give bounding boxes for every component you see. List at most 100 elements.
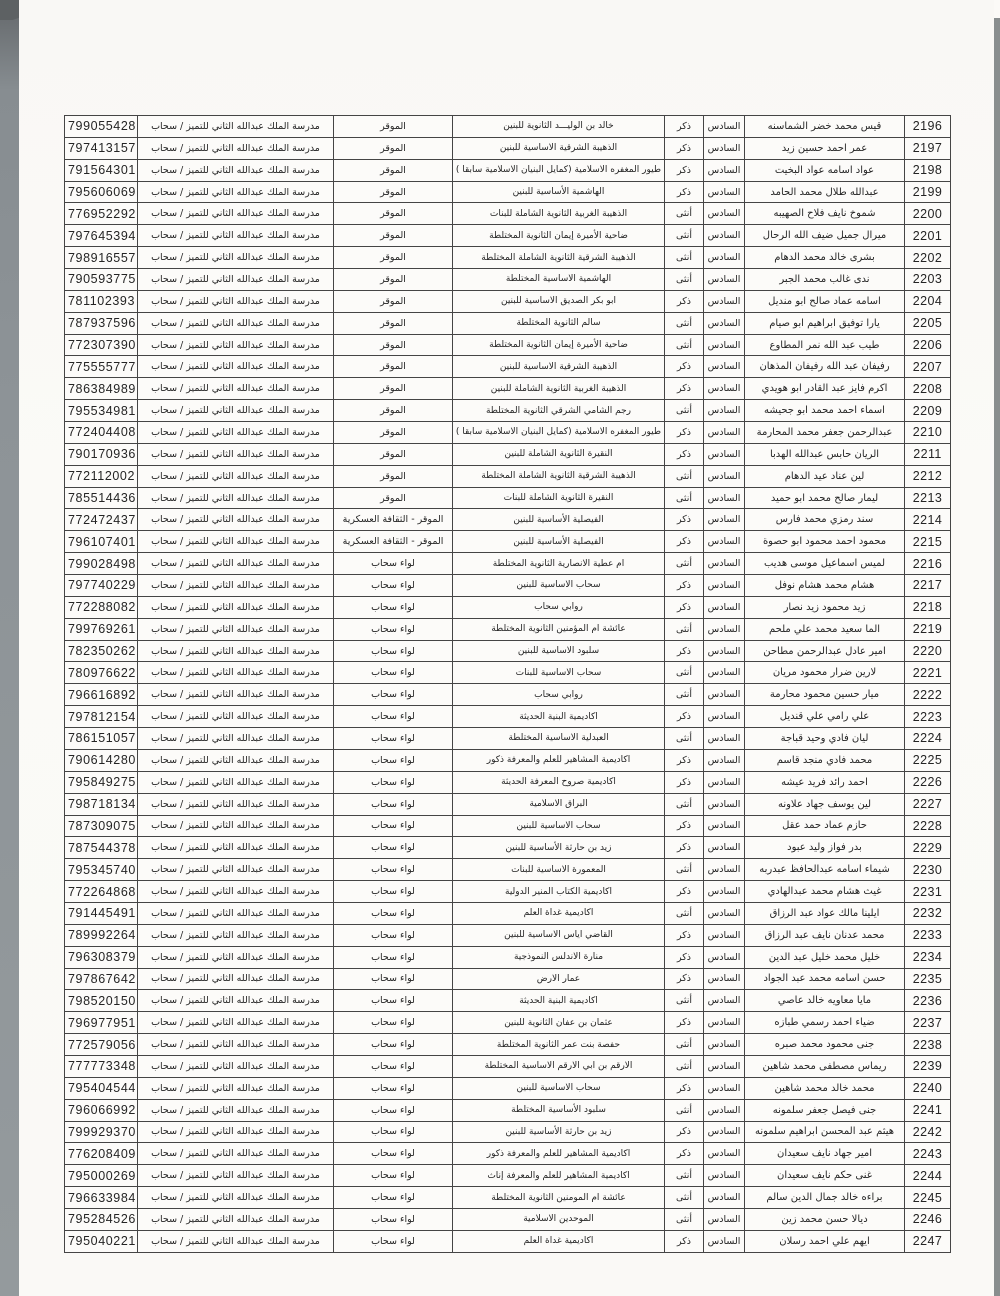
grade-cell: السادس <box>703 246 745 270</box>
grade-cell: السادس <box>703 421 745 444</box>
grade-cell: السادس <box>703 224 745 248</box>
school-cell: اكاديمية المشاهير للعلم والمعرفة ذكور <box>452 748 665 772</box>
center-school-cell: مدرسة الملك عبدالله الثاني للتميز / سحاب <box>137 377 334 401</box>
student-name-cell: ندى غالب محمد الجبر <box>744 268 905 291</box>
directorate-cell: الموقر <box>333 224 453 248</box>
student-name-cell: براءه خالد جمال الدين سالم <box>744 1186 905 1209</box>
gender-cell: أنثى <box>664 858 704 882</box>
serial-number-cell: 2243 <box>904 1142 951 1166</box>
grade-cell: السادس <box>703 464 745 488</box>
gender-cell: أنثى <box>664 552 704 576</box>
grade-cell: السادس <box>703 1033 745 1056</box>
grade-cell: السادس <box>703 552 745 576</box>
gender-cell: أنثى <box>664 661 704 685</box>
student-name-cell: هيثم عبد المحسن ابراهيم سلمونه <box>744 1120 905 1144</box>
school-cell: اكاديمية غداة العلم <box>452 901 665 925</box>
school-cell: العبدلية الاساسية المختلطة <box>452 727 665 750</box>
grade-cell: السادس <box>703 901 745 925</box>
phone-cell: 795345740 <box>64 858 138 882</box>
table-row: 795000269 مدرسة الملك عبدالله الثاني للت… <box>64 1164 951 1188</box>
table-row: 795534981 مدرسة الملك عبدالله الثاني للت… <box>64 399 951 423</box>
serial-number-cell: 2239 <box>904 1054 951 1078</box>
school-cell: ام عطية الانصارية الثانوية المختلطة <box>452 552 665 576</box>
school-cell: القاضي اياس الاساسية للبنين <box>452 923 665 947</box>
phone-cell: 798916557 <box>64 246 138 270</box>
phone-cell: 799055428 <box>64 115 138 138</box>
center-school-cell: مدرسة الملك عبدالله الثاني للتميز / سحاب <box>137 289 334 313</box>
table-row: 797413157 مدرسة الملك عبدالله الثاني للت… <box>64 136 951 160</box>
student-name-cell: غيث هشام محمد عبدالهادي <box>744 880 905 903</box>
gender-cell: أنثى <box>664 792 704 816</box>
student-name-cell: غنى حكم نايف سعيدان <box>744 1164 905 1188</box>
grade-cell: السادس <box>703 748 745 772</box>
directorate-cell: لواء سحاب <box>333 901 453 925</box>
grade-cell: السادس <box>703 1054 745 1078</box>
phone-cell: 780976622 <box>64 661 138 685</box>
table-row: 795040221 مدرسة الملك عبدالله الثاني للت… <box>64 1229 951 1253</box>
table-row: 786151057 مدرسة الملك عبدالله الثاني للت… <box>64 727 951 750</box>
school-cell: سحاب الاساسية للبنين <box>452 814 665 838</box>
gender-cell: أنثى <box>664 1033 704 1056</box>
phone-cell: 796977951 <box>64 1011 138 1035</box>
grade-cell: السادس <box>703 574 745 597</box>
phone-cell: 795606069 <box>64 180 138 204</box>
serial-number-cell: 2230 <box>904 858 951 882</box>
grade-cell: السادس <box>703 727 745 750</box>
student-name-cell: محمد خالد محمد شاهين <box>744 1076 905 1100</box>
grade-cell: السادس <box>703 989 745 1013</box>
serial-number-cell: 2220 <box>904 639 951 663</box>
center-school-cell: مدرسة الملك عبدالله الثاني للتميز / سحاب <box>137 1054 334 1078</box>
directorate-cell: لواء سحاب <box>333 1054 453 1078</box>
serial-number-cell: 2207 <box>904 355 951 379</box>
school-cell: الفيصلية الأساسية للبنين <box>452 508 665 532</box>
center-school-cell: مدرسة الملك عبدالله الثاني للتميز / سحاب <box>137 661 334 685</box>
student-name-cell: لارين ضرار محمود مريان <box>744 661 905 685</box>
center-school-cell: مدرسة الملك عبدالله الثاني للتميز / سحاب <box>137 858 334 882</box>
student-name-cell: يارا توفيق ابراهيم ابو صيام <box>744 311 905 335</box>
student-name-cell: اسامه عماد صالح ابو منديل <box>744 289 905 313</box>
directorate-cell: لواء سحاب <box>333 727 453 750</box>
school-cell: اكاديمية المشاهير للعلم والمعرفة إناث <box>452 1164 665 1188</box>
center-school-cell: مدرسة الملك عبدالله الثاني للتميز / سحاب <box>137 880 334 903</box>
gender-cell: أنثى <box>664 333 704 357</box>
school-cell: زيد بن حارثة الأساسية للبنين <box>452 1120 665 1144</box>
school-cell: سالم الثانوية المختلطة <box>452 311 665 335</box>
serial-number-cell: 2201 <box>904 224 951 248</box>
phone-cell: 772112002 <box>64 464 138 488</box>
grade-cell: السادس <box>703 770 745 794</box>
serial-number-cell: 2208 <box>904 377 951 401</box>
gender-cell: أنثى <box>664 399 704 423</box>
student-name-cell: بشرى خالد محمد الدهام <box>744 246 905 270</box>
serial-number-cell: 2232 <box>904 901 951 925</box>
table-row: 787544378 مدرسة الملك عبدالله الثاني للت… <box>64 836 951 860</box>
gender-cell: ذكر <box>664 115 704 138</box>
gender-cell: ذكر <box>664 508 704 532</box>
serial-number-cell: 2222 <box>904 683 951 707</box>
serial-number-cell: 2209 <box>904 399 951 423</box>
grade-cell: السادس <box>703 1098 745 1122</box>
phone-cell: 795849275 <box>64 770 138 794</box>
serial-number-cell: 2224 <box>904 727 951 750</box>
table-row: 796977951 مدرسة الملك عبدالله الثاني للت… <box>64 1011 951 1035</box>
phone-cell: 799929370 <box>64 1120 138 1144</box>
student-name-cell: سند رمزي محمد فارس <box>744 508 905 532</box>
grade-cell: السادس <box>703 442 745 466</box>
student-name-cell: امير عادل عبدالرحمن مطاحن <box>744 639 905 663</box>
directorate-cell: الموقر <box>333 202 453 226</box>
gender-cell: ذكر <box>664 1011 704 1035</box>
directorate-cell: لواء سحاب <box>333 574 453 597</box>
table-row: 790593775 مدرسة الملك عبدالله الثاني للت… <box>64 268 951 291</box>
phone-cell: 790593775 <box>64 268 138 291</box>
student-name-cell: علي رامي علي قنديل <box>744 705 905 729</box>
table-row: 799028498 مدرسة الملك عبدالله الثاني للت… <box>64 552 951 576</box>
gender-cell: ذكر <box>664 770 704 794</box>
records-table-body: 799055428 مدرسة الملك عبدالله الثاني للت… <box>64 115 951 1253</box>
table-row: 777773348 مدرسة الملك عبدالله الثاني للت… <box>64 1054 951 1078</box>
serial-number-cell: 2226 <box>904 770 951 794</box>
grade-cell: السادس <box>703 639 745 663</box>
phone-cell: 787937596 <box>64 311 138 335</box>
serial-number-cell: 2199 <box>904 180 951 204</box>
student-name-cell: رفيفان عبد الله رفيفان المذهان <box>744 355 905 379</box>
center-school-cell: مدرسة الملك عبدالله الثاني للتميز / سحاب <box>137 1033 334 1056</box>
center-school-cell: مدرسة الملك عبدالله الثاني للتميز / سحاب <box>137 1186 334 1209</box>
